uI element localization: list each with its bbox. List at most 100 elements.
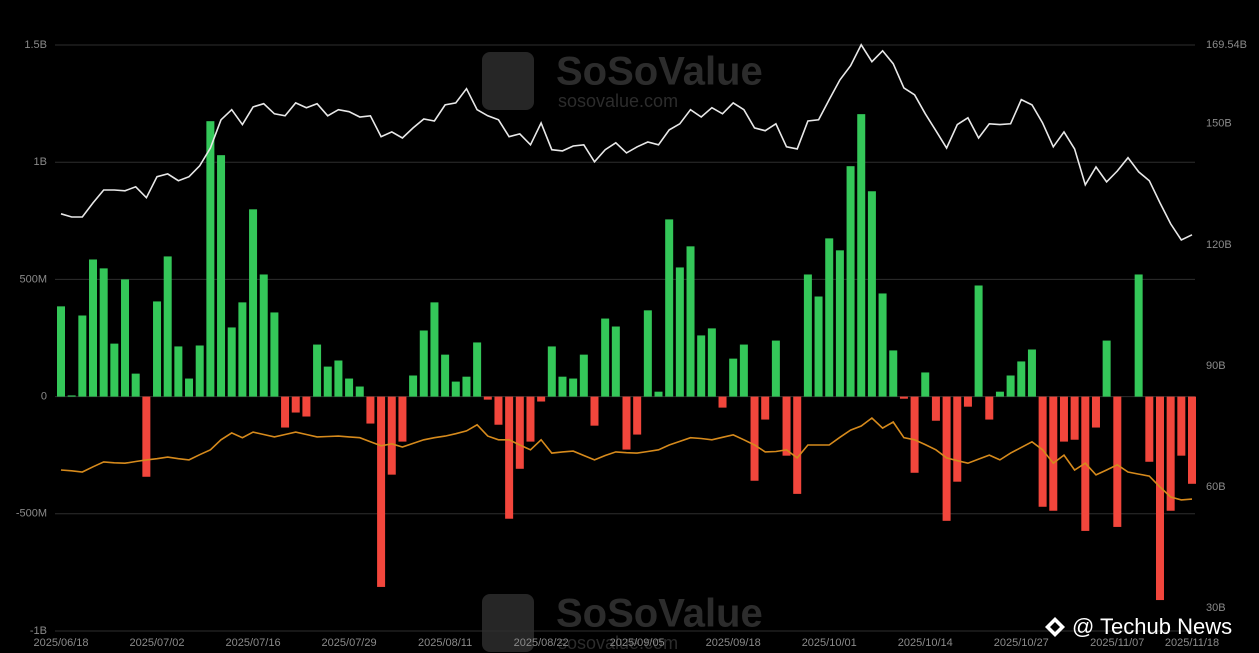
bar bbox=[195, 345, 204, 397]
bar bbox=[611, 326, 620, 397]
bar bbox=[1038, 396, 1047, 507]
bar bbox=[547, 346, 556, 397]
bar bbox=[78, 315, 87, 397]
bar bbox=[462, 376, 471, 397]
bar bbox=[953, 396, 962, 482]
bar bbox=[1102, 340, 1111, 397]
bar bbox=[793, 396, 802, 494]
line bbox=[60, 416, 1193, 501]
bar bbox=[206, 121, 215, 397]
bar bbox=[697, 335, 706, 397]
x-tick-label: 2025/11/18 bbox=[1165, 637, 1219, 649]
bar bbox=[387, 396, 396, 475]
x-tick-label: 2025/10/27 bbox=[994, 637, 1049, 649]
bar bbox=[675, 267, 684, 397]
bar bbox=[665, 219, 674, 397]
bar bbox=[739, 344, 748, 397]
bar bbox=[1059, 396, 1068, 442]
watermark-logo bbox=[482, 594, 534, 652]
bar bbox=[995, 391, 1004, 397]
bar bbox=[878, 293, 887, 397]
bar bbox=[825, 238, 834, 397]
bar bbox=[899, 396, 908, 399]
bar bbox=[121, 279, 130, 397]
bar bbox=[430, 302, 439, 397]
bar bbox=[654, 391, 663, 397]
bar bbox=[782, 396, 791, 456]
bar bbox=[334, 360, 343, 397]
bar bbox=[505, 396, 514, 519]
bar bbox=[89, 259, 98, 397]
bar bbox=[750, 396, 759, 481]
bar bbox=[857, 114, 866, 397]
bar bbox=[931, 396, 940, 421]
bar bbox=[99, 268, 108, 397]
bar bbox=[601, 318, 610, 397]
watermark-url: sosovalue.com bbox=[558, 633, 678, 653]
bar bbox=[366, 396, 375, 424]
bar bbox=[1166, 396, 1175, 511]
bar bbox=[323, 366, 332, 397]
x-tick-label: 2025/08/22 bbox=[514, 637, 569, 649]
bar bbox=[974, 285, 983, 397]
bar bbox=[537, 396, 546, 402]
y2-tick-label: 30B bbox=[1206, 602, 1226, 614]
watermark-bottom: SoSoValue sosovalue.com bbox=[482, 592, 763, 653]
x-tick-label: 2025/10/14 bbox=[898, 637, 953, 649]
bar bbox=[921, 372, 930, 397]
bar bbox=[494, 396, 503, 425]
bar bbox=[1177, 396, 1186, 456]
x-tick-label: 2025/09/05 bbox=[610, 637, 665, 649]
bar bbox=[227, 327, 236, 397]
bar bbox=[643, 310, 652, 397]
bar bbox=[451, 381, 460, 397]
bar bbox=[302, 396, 311, 417]
bar bbox=[569, 378, 578, 397]
bar bbox=[867, 191, 876, 397]
bar bbox=[185, 378, 194, 397]
bar bbox=[1113, 396, 1122, 527]
bar bbox=[291, 396, 300, 413]
bar bbox=[57, 306, 65, 397]
y-tick-label: 1B bbox=[34, 156, 47, 168]
bar bbox=[835, 250, 844, 397]
bar bbox=[1145, 396, 1154, 462]
y2-tick-label: 150B bbox=[1206, 118, 1232, 130]
y2-tick-label: 169.54B bbox=[1206, 39, 1247, 51]
y-tick-label: -500M bbox=[16, 508, 47, 520]
y2-tick-label: 60B bbox=[1206, 481, 1226, 493]
y2-tick-label: 120B bbox=[1206, 239, 1232, 251]
bar bbox=[579, 354, 588, 397]
bar bbox=[419, 330, 428, 397]
bar bbox=[803, 274, 812, 397]
y-tick-label: -1B bbox=[30, 625, 47, 637]
bar bbox=[963, 396, 972, 407]
y-tick-label: 500M bbox=[19, 273, 47, 285]
y-tick-label: 1.5B bbox=[24, 39, 47, 51]
bar bbox=[1091, 396, 1100, 428]
x-tick-label: 2025/08/11 bbox=[418, 637, 472, 649]
bar bbox=[1049, 396, 1058, 511]
watermark-url: sosovalue.com bbox=[558, 91, 678, 111]
bar bbox=[355, 386, 364, 397]
watermark-logo bbox=[482, 52, 534, 110]
bar bbox=[110, 343, 119, 397]
bar bbox=[131, 373, 140, 397]
bar bbox=[259, 274, 268, 397]
watermark: SoSoValue bbox=[556, 592, 763, 636]
bar bbox=[1134, 274, 1143, 397]
bar bbox=[281, 396, 290, 428]
bar bbox=[142, 396, 151, 477]
bar bbox=[174, 346, 183, 397]
bar bbox=[1188, 396, 1196, 484]
bar bbox=[814, 296, 823, 397]
bar bbox=[483, 396, 492, 400]
line bbox=[60, 43, 1193, 242]
bar bbox=[441, 354, 450, 397]
bar bbox=[1155, 396, 1164, 601]
credit: @ Techub News bbox=[1072, 614, 1232, 639]
bar bbox=[1027, 349, 1036, 397]
bar bbox=[1070, 396, 1079, 440]
bar bbox=[473, 342, 482, 397]
